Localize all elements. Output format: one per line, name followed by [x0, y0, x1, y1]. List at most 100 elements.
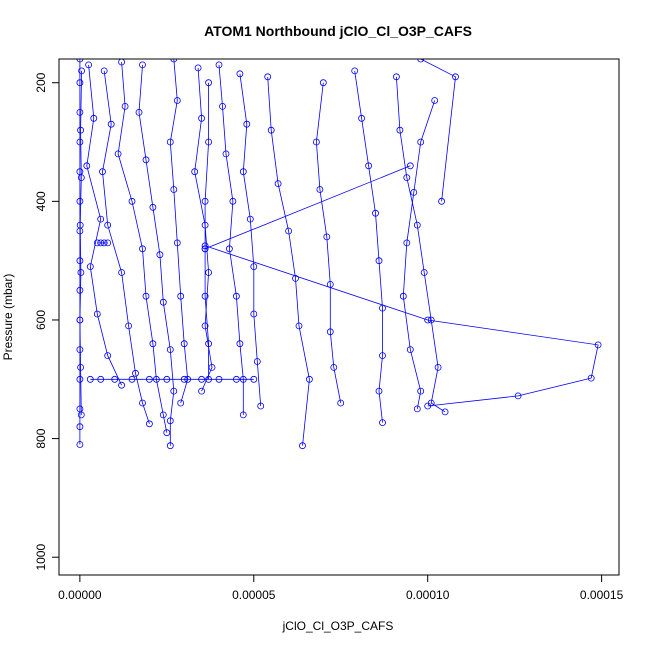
y-tick-label: 200 [34, 72, 48, 92]
series-line [204, 165, 411, 250]
series-1 [76, 67, 85, 419]
data-point [375, 387, 383, 395]
data-point [330, 363, 338, 371]
plot-area [76, 59, 602, 450]
series-line [267, 76, 310, 446]
y-axis-label: Pressure (mbar) [1, 274, 15, 361]
data-point [99, 168, 106, 176]
series-19 [93, 239, 112, 247]
series-16 [201, 162, 414, 253]
data-point [413, 405, 421, 413]
data-point [107, 120, 115, 128]
data-point [205, 79, 213, 87]
data-point [76, 138, 84, 146]
data-point [173, 97, 181, 104]
data-point [142, 292, 150, 300]
data-point [97, 375, 105, 383]
data-point [104, 239, 112, 247]
data-point [125, 322, 133, 330]
series-20 [86, 375, 258, 383]
y-tick-label: 600 [34, 310, 48, 330]
data-point [219, 103, 226, 110]
data-point [316, 186, 324, 193]
data-point [86, 263, 94, 271]
data-point [114, 150, 122, 158]
data-point [111, 375, 119, 383]
data-point [78, 67, 85, 75]
data-point [232, 292, 240, 300]
y-tick-label: 1000 [34, 544, 48, 571]
data-point [205, 138, 213, 146]
series-line [138, 64, 175, 446]
data-point [76, 316, 84, 324]
x-tick-label: 0.00000 [58, 588, 102, 602]
series-0 [76, 59, 84, 448]
data-point [417, 387, 425, 395]
data-point [225, 245, 233, 253]
series-14 [399, 97, 439, 413]
data-point [198, 375, 206, 383]
series-2 [83, 61, 125, 389]
data-point [77, 411, 85, 419]
data-point [594, 341, 602, 349]
series-line [315, 82, 342, 404]
data-point [173, 239, 181, 247]
data-point [177, 399, 185, 407]
series-line [402, 100, 436, 409]
data-point [201, 292, 209, 300]
data-point [198, 114, 206, 122]
data-point [406, 162, 414, 170]
data-point [77, 363, 84, 371]
data-point [194, 64, 202, 72]
data-point [587, 374, 595, 382]
series-line [86, 64, 122, 386]
data-point [76, 109, 84, 116]
series-6 [166, 59, 192, 407]
series-line [79, 70, 82, 415]
data-point [159, 298, 167, 306]
data-point [267, 126, 275, 134]
data-point [76, 286, 84, 294]
data-point [243, 120, 251, 128]
data-point [83, 162, 91, 170]
data-point [100, 239, 108, 247]
data-point [166, 442, 174, 450]
data-point [170, 387, 178, 395]
data-point [205, 340, 213, 348]
data-point [145, 375, 153, 383]
series-line [354, 70, 383, 423]
data-point [337, 399, 345, 407]
series-line [218, 64, 244, 415]
data-point [77, 126, 84, 134]
data-point [76, 375, 84, 383]
data-point [205, 269, 213, 276]
data-point [441, 408, 449, 416]
series-9 [236, 70, 265, 410]
data-point [403, 174, 411, 182]
data-point [239, 411, 247, 419]
data-point [97, 215, 105, 223]
data-point [264, 73, 272, 81]
data-point [128, 375, 136, 383]
series-10 [264, 73, 313, 450]
data-point [257, 402, 265, 410]
data-point [232, 375, 240, 383]
data-point [145, 420, 153, 428]
data-point [351, 67, 359, 75]
data-point [396, 126, 404, 134]
data-point [292, 274, 299, 282]
data-point [139, 245, 146, 253]
data-point [90, 114, 98, 122]
data-point [76, 79, 84, 87]
data-point [372, 209, 379, 217]
x-axis: 0.00000 0.00005 0.00010 0.00015 [58, 575, 624, 602]
data-point [424, 402, 432, 410]
chart-title: ATOM1 Northbound jClO_Cl_O3P_CAFS [204, 23, 472, 39]
y-tick-label: 400 [34, 191, 48, 211]
data-point [198, 387, 206, 395]
data-point [403, 239, 411, 247]
x-tick-label: 0.00015 [580, 588, 624, 602]
data-point [76, 441, 84, 448]
x-tick-label: 0.00005 [232, 588, 276, 602]
